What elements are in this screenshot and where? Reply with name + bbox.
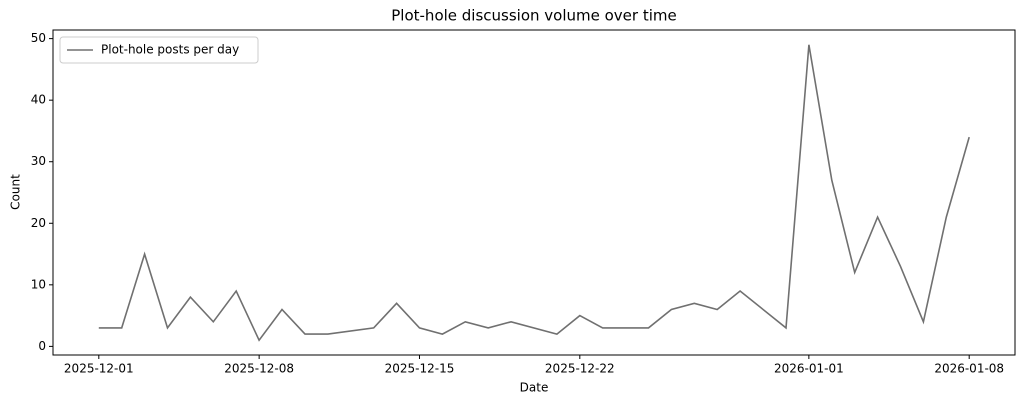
x-tick-label: 2026-01-01 [774, 362, 844, 376]
legend-label: Plot-hole posts per day [101, 43, 239, 57]
y-tick-label: 30 [31, 154, 46, 168]
y-tick-label: 0 [38, 339, 46, 353]
x-tick-label: 2025-12-01 [64, 362, 134, 376]
data-line [98, 44, 970, 342]
x-tick-label: 2026-01-08 [934, 362, 1004, 376]
y-axis-label: Count [9, 174, 23, 210]
x-tick-label: 2025-12-22 [545, 362, 615, 376]
x-tick-label: 2025-12-08 [224, 362, 294, 376]
y-tick-label: 40 [31, 93, 46, 107]
plot-frame [52, 29, 1016, 356]
x-tick-label: 2025-12-15 [385, 362, 455, 376]
y-tick-label: 50 [31, 31, 46, 45]
chart-title: Plot-hole discussion volume over time [391, 7, 676, 25]
legend-box [59, 36, 259, 64]
y-tick-label: 20 [31, 216, 46, 230]
x-axis-label: Date [520, 381, 549, 395]
y-tick-label: 10 [31, 277, 46, 291]
